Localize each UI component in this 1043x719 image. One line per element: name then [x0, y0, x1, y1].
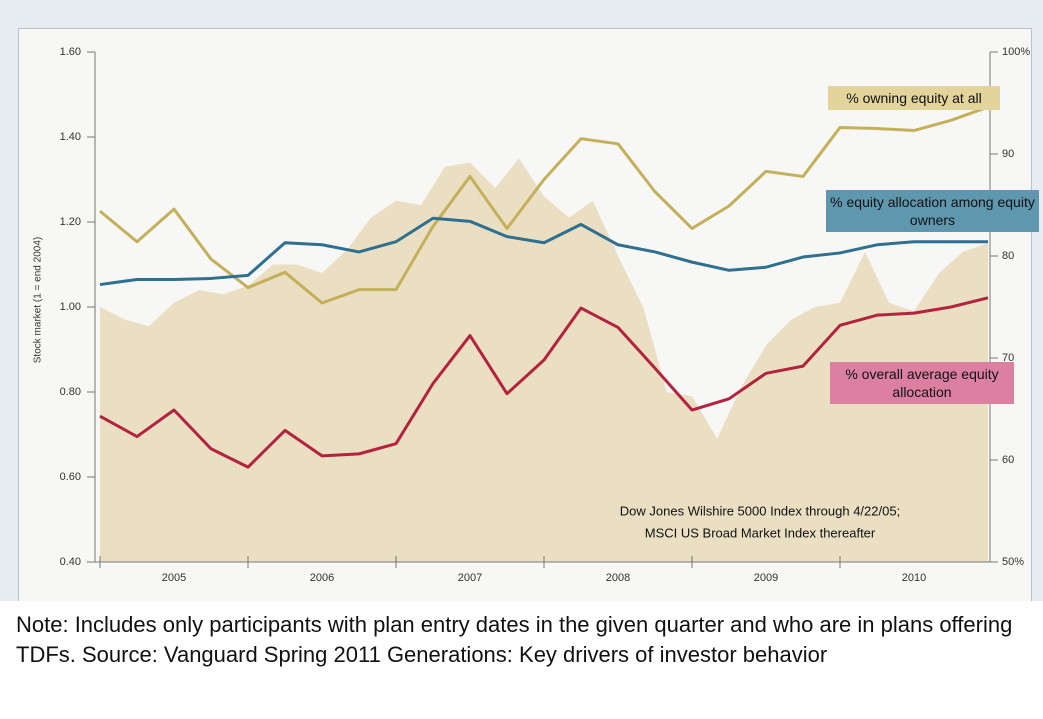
y-tick-label: 1.00	[60, 301, 81, 313]
y-tick-label: 1.40	[60, 131, 81, 143]
series-label: % owning equity at all	[828, 86, 1000, 110]
y-tick-label: 1.60	[60, 46, 81, 58]
y-axis-label: Stock market (1 = end 2004)	[33, 237, 44, 363]
series-line	[99, 105, 989, 305]
series-label: % overall average equity allocation	[830, 362, 1014, 404]
y2-tick-label: 90	[1002, 148, 1014, 160]
series-line	[99, 296, 989, 469]
y2-tick-label: 70	[1002, 352, 1014, 364]
x-tick-label: 2005	[162, 572, 186, 584]
series-line	[99, 216, 988, 287]
source-note: Dow Jones Wilshire 5000 Index through 4/…	[620, 503, 900, 518]
y-tick-label: 1.20	[60, 216, 81, 228]
y2-tick-label: 50%	[1002, 556, 1024, 568]
chart: Stock market (1 = end 2004) 1.60 1.40 1.20 1…	[33, 46, 1031, 584]
y-tick-label: 0.40	[60, 556, 81, 568]
footnote: Note: Includes only participants with pl…	[16, 612, 1013, 667]
source-note: MSCI US Broad Market Index thereafter	[645, 525, 876, 540]
series-label: % equity allocation among equity owners	[826, 190, 1039, 232]
note-background	[0, 601, 1043, 719]
x-tick-label: 2007	[458, 572, 482, 584]
y-tick-label: 0.80	[60, 386, 81, 398]
x-tick-label: 2006	[310, 572, 334, 584]
x-tick-label: 2008	[606, 572, 630, 584]
x-tick-label: 2010	[902, 572, 926, 584]
y2-tick-label: 100%	[1002, 46, 1030, 58]
x-tick-label: 2009	[754, 572, 778, 584]
y2-tick-label: 80	[1002, 250, 1014, 262]
y-tick-label: 0.60	[60, 471, 81, 483]
y2-tick-label: 60	[1002, 454, 1014, 466]
